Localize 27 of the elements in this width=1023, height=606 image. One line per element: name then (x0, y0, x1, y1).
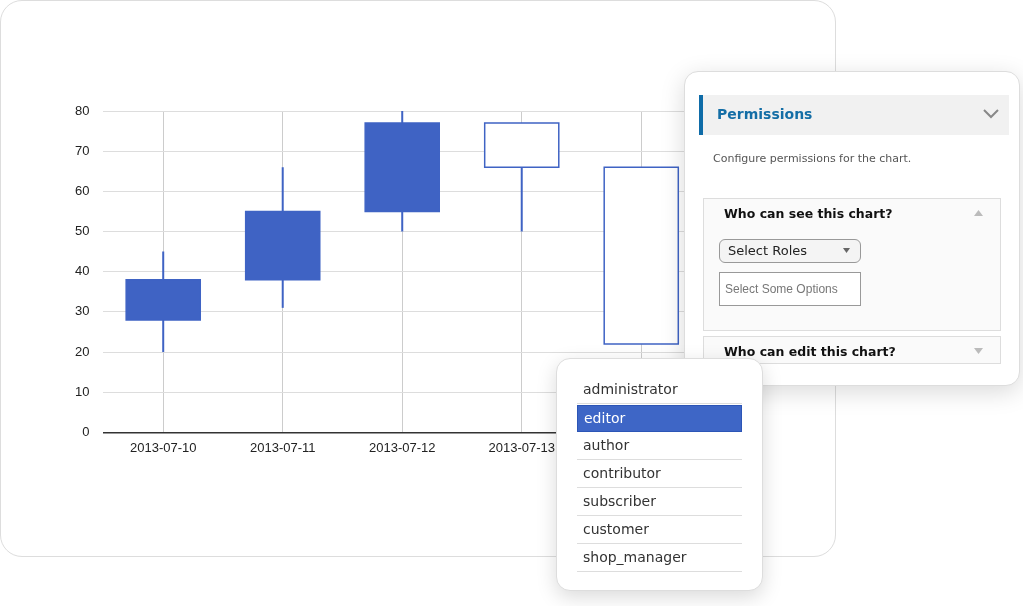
select-box: Select Roles (719, 239, 861, 263)
annotation: administrator (583, 381, 678, 397)
text-field: Select Some Options (719, 272, 861, 306)
y-tick-label: 70 (74, 142, 90, 158)
panel-header: Permissions (699, 95, 1009, 135)
menu-item: shop_manager (577, 545, 742, 572)
y-tick-label: 80 (74, 102, 90, 118)
y-tick-label: 30 (74, 303, 90, 319)
x-tick-label: 2013-07-11 (249, 439, 316, 455)
menu-item: administrator (577, 377, 742, 404)
x-tick-label: 2013-07-13 (488, 439, 555, 455)
menu-item: contributor (577, 461, 742, 488)
x-tick-label: 2013-07-12 (368, 439, 436, 455)
accordion-section: Who can see this chart? Select Roles Select Some Options (703, 198, 1001, 331)
annotation: editor (584, 410, 626, 426)
menu-item: customer (577, 517, 742, 544)
menu-item: author (577, 433, 742, 460)
menu-item: subscriber (577, 489, 742, 516)
y-tick-label: 40 (74, 263, 90, 279)
x-tick-label: 2013-07-10 (129, 439, 197, 455)
accordion-section: Who can edit this chart? (703, 336, 1001, 364)
y-tick-label: 0 (82, 423, 90, 439)
y-tick-label: 50 (74, 223, 90, 239)
menu-item: editor (577, 405, 742, 432)
y-tick-label: 60 (74, 182, 90, 198)
y-tick-label: 10 (74, 383, 90, 399)
y-tick-label: 20 (74, 343, 90, 359)
